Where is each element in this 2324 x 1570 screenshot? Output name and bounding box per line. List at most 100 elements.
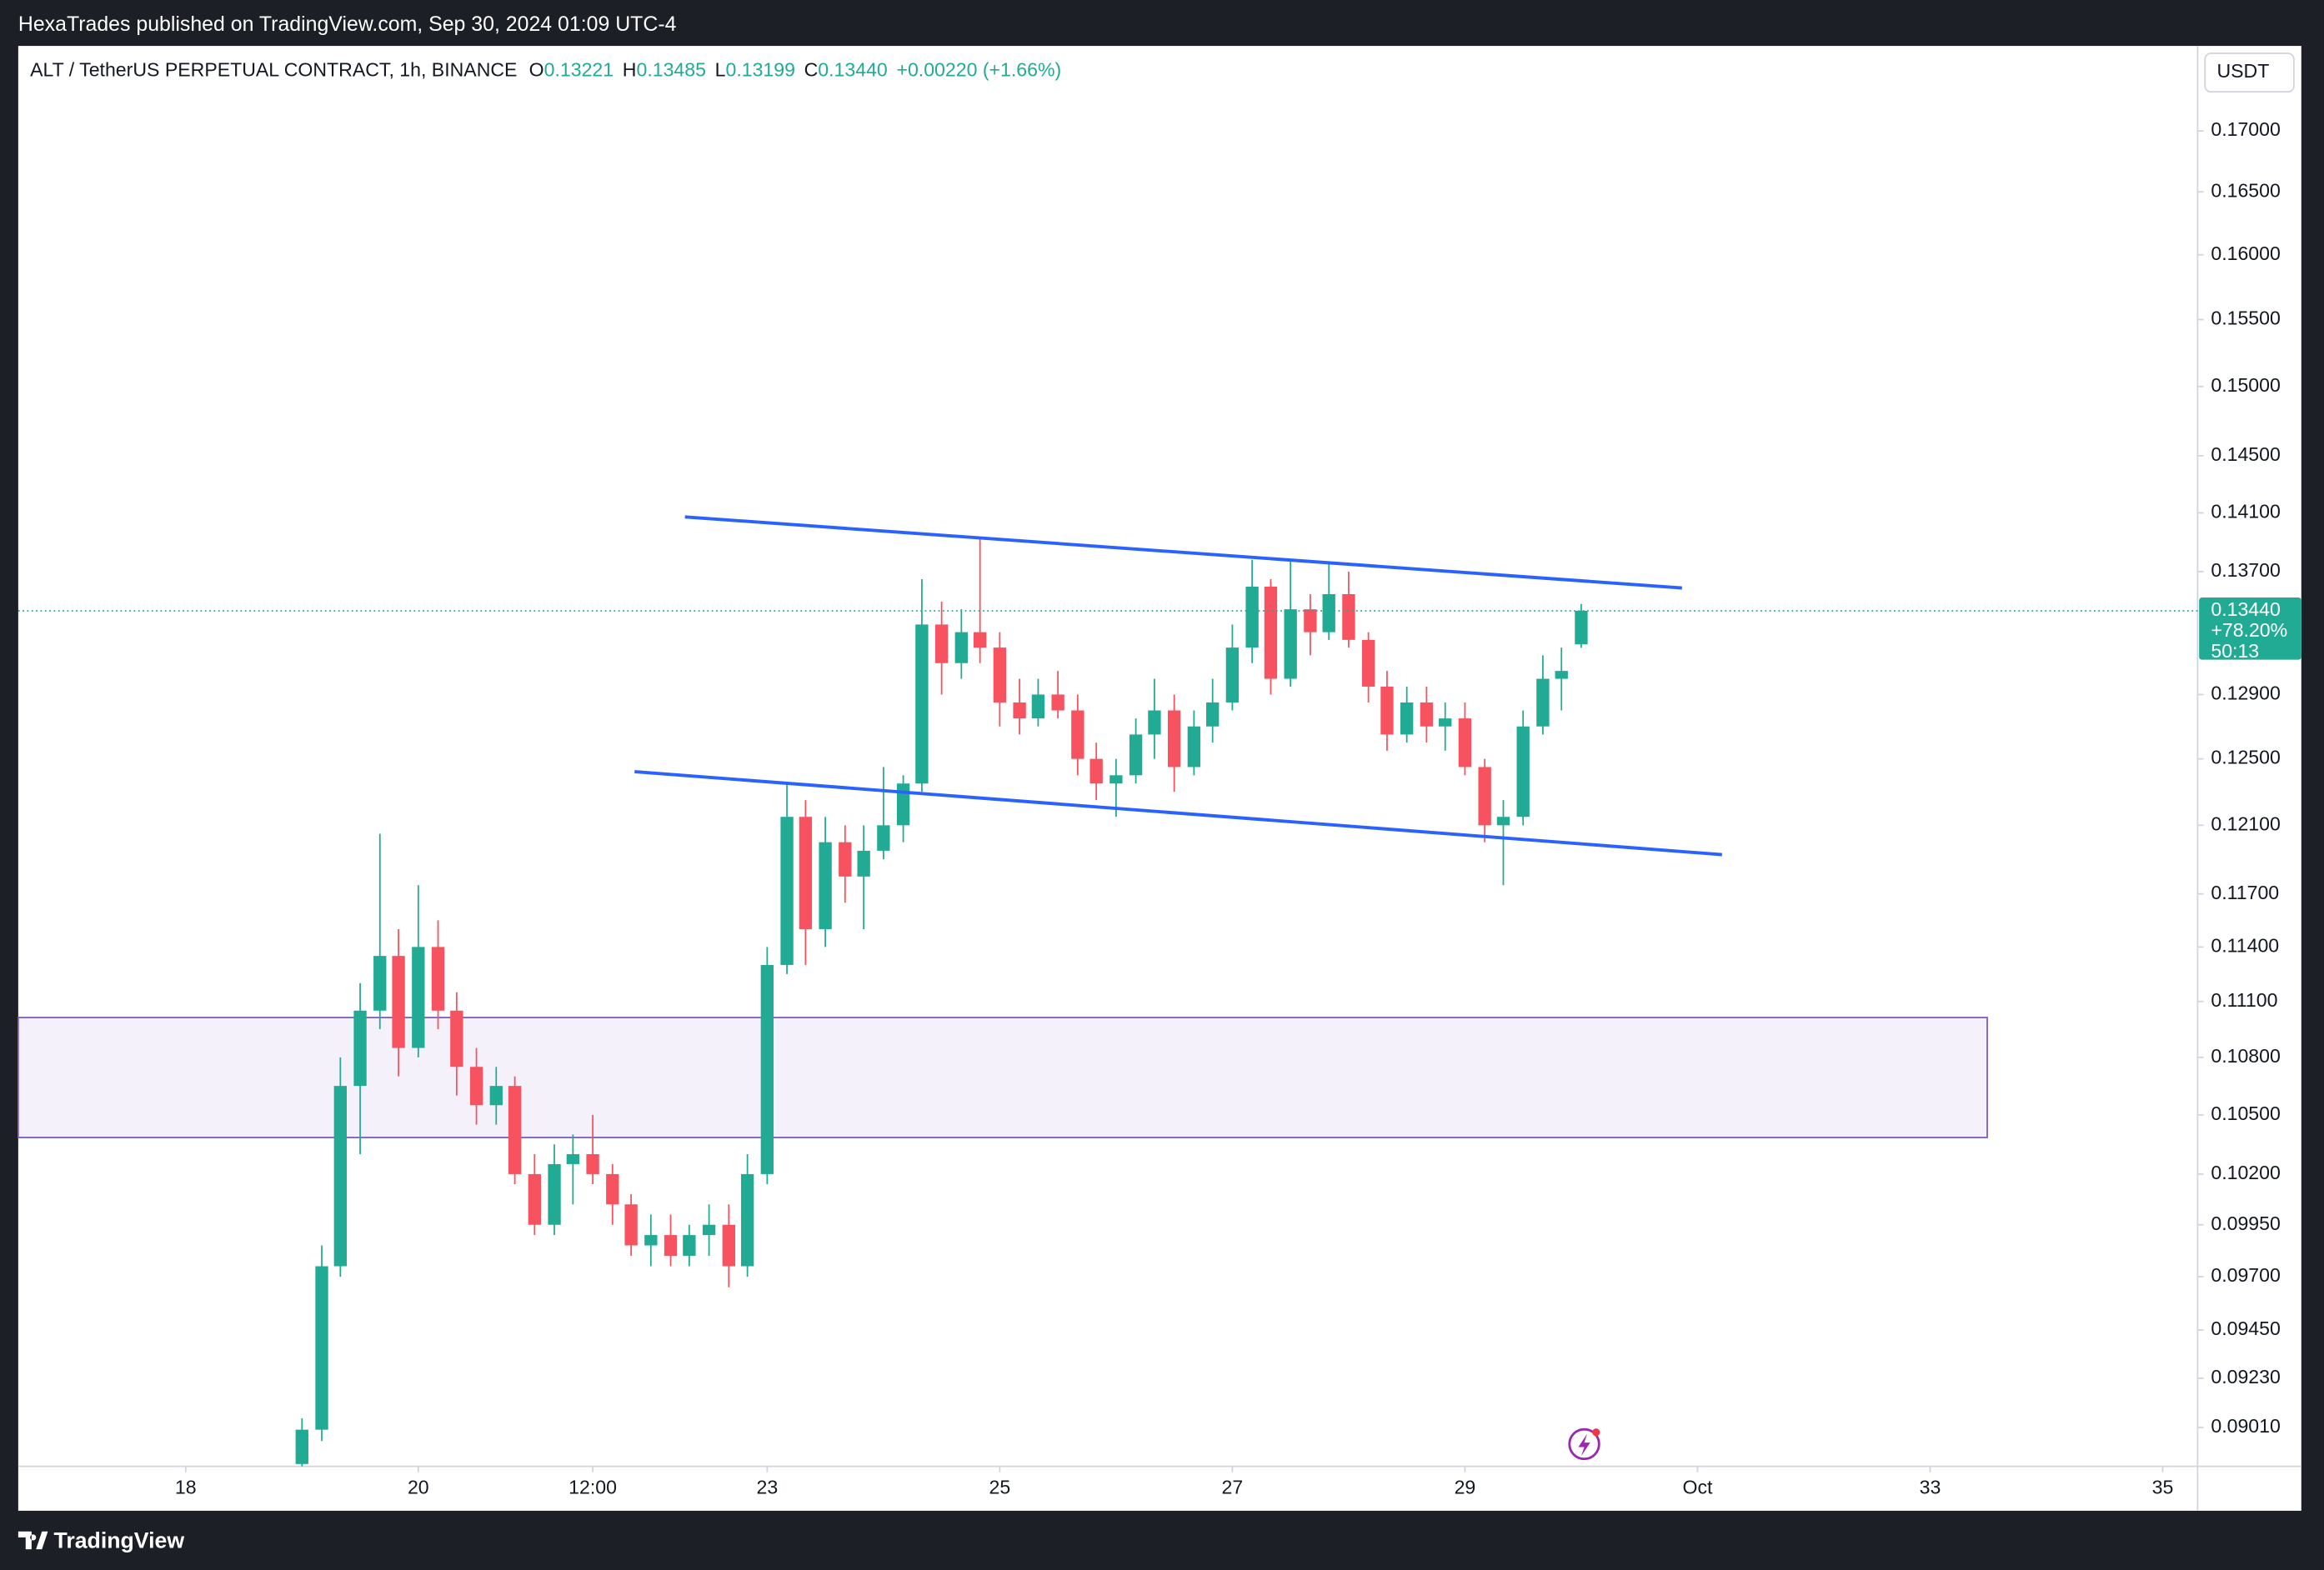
y-tick-label: 0.15500: [2211, 308, 2280, 329]
y-tick-label: 0.10200: [2211, 1162, 2280, 1183]
last-price-change: +78.20%: [2211, 619, 2287, 641]
candle-body: [624, 1204, 638, 1246]
y-tick-label: 0.11700: [2211, 882, 2279, 903]
candle-body: [1284, 609, 1297, 679]
candle-body: [1225, 648, 1240, 702]
publisher: HexaTrades published on TradingView.com,…: [18, 12, 677, 36]
y-tick-label: 0.12500: [2211, 747, 2280, 768]
currency[interactable]: USDT: [2216, 60, 2269, 82]
candles: [295, 538, 1588, 1467]
candle-body: [839, 842, 852, 877]
candle-body: [877, 825, 890, 851]
candle-body: [489, 1086, 503, 1106]
x-tick-label: 12:00: [568, 1476, 617, 1498]
candle-body: [1322, 593, 1335, 632]
x-tick-label: 23: [757, 1476, 779, 1498]
y-tick-label: 0.11400: [2211, 934, 2279, 956]
candle-body: [412, 947, 425, 1048]
candle-body: [1245, 586, 1259, 648]
ohlc-value: 0.13221: [544, 58, 614, 80]
candle-body: [353, 1010, 367, 1087]
candle-body: [1342, 593, 1355, 640]
candle-body: [469, 1067, 483, 1106]
candle-body: [1555, 671, 1568, 679]
candle-body: [1516, 726, 1530, 818]
symbol: ALT / TetherUS PERPETUAL CONTRACT, 1h, B…: [30, 58, 517, 80]
x-tick-label: 25: [989, 1476, 1011, 1498]
candle-body: [1478, 767, 1491, 826]
candle-body: [1380, 686, 1394, 735]
candle-body: [857, 850, 870, 877]
symbol-legend: ALT / TetherUS PERPETUAL CONTRACT, 1h, B…: [30, 58, 1061, 80]
candle-body: [1148, 710, 1161, 735]
candle-body: [1013, 702, 1026, 719]
ohlc-value: 0.13199: [725, 58, 794, 80]
logo-mark: [18, 1531, 48, 1550]
candle-body: [683, 1235, 696, 1256]
candle-body: [819, 842, 832, 929]
x-tick-label: 20: [408, 1476, 429, 1498]
event-bolt[interactable]: [1578, 1433, 1590, 1457]
candle-body: [644, 1235, 658, 1246]
bar-countdown: 50:13: [2211, 640, 2259, 662]
candle-body: [508, 1086, 522, 1174]
x-tick-label: 27: [1222, 1476, 1244, 1498]
candle-body: [915, 624, 929, 784]
candle-body: [1051, 694, 1064, 711]
y-tick-label: 0.16500: [2211, 179, 2280, 201]
lower-trendline: [634, 770, 1722, 857]
candle-body: [1361, 639, 1375, 687]
x-tick-label: 18: [175, 1476, 197, 1498]
candle-body: [1458, 718, 1472, 768]
currency-button[interactable]: [2204, 52, 2295, 93]
candle-body: [1089, 758, 1103, 784]
candle-body: [392, 956, 405, 1048]
ohlc-key: O: [529, 58, 544, 80]
ohlc-key: C: [804, 58, 819, 80]
candle-body: [1536, 678, 1550, 727]
x-tick-label: Oct: [1682, 1476, 1713, 1498]
y-tick-label: 0.09010: [2211, 1415, 2280, 1437]
event-dot[interactable]: [1592, 1428, 1600, 1437]
ohlc-value: 0.13440: [818, 58, 887, 80]
candle-body: [722, 1224, 735, 1267]
footer-logo: TradingView: [18, 1528, 184, 1552]
candle-body: [1206, 702, 1220, 727]
candle-body: [1304, 609, 1317, 632]
candle-body: [295, 1429, 308, 1464]
candle-body: [333, 1086, 348, 1267]
y-tick-label: 0.09450: [2211, 1318, 2280, 1339]
y-tick-label: 0.14100: [2211, 501, 2280, 522]
candle-body: [740, 1173, 754, 1267]
candle-body: [373, 956, 387, 1011]
candle-body: [1496, 817, 1510, 826]
y-tick-label: 0.12100: [2211, 812, 2280, 834]
candle-body: [1575, 610, 1588, 645]
ohlc-value: 0.13485: [636, 58, 705, 80]
upper-trendline: [684, 515, 1682, 590]
candle-body: [954, 632, 969, 663]
ohlc-key: H: [623, 58, 637, 80]
candle-body: [1187, 726, 1201, 768]
candle-body: [1400, 702, 1414, 735]
candle-body: [896, 783, 910, 826]
candle-body: [1167, 710, 1181, 768]
event-icon[interactable]: [1568, 1428, 1600, 1461]
candle-body: [586, 1154, 599, 1174]
y-tick-label: 0.12900: [2211, 682, 2280, 704]
candle-body: [780, 817, 794, 965]
y-tick-label: 0.10800: [2211, 1045, 2280, 1067]
ohlc-key: L: [715, 58, 726, 80]
x-tick-label: 35: [2152, 1476, 2174, 1498]
x-tick-label: 29: [1455, 1476, 1476, 1498]
y-tick-label: 0.09700: [2211, 1264, 2280, 1286]
candle-body: [1420, 702, 1434, 727]
candle-body: [528, 1173, 541, 1225]
candle-body: [760, 964, 774, 1174]
candle-body: [1129, 734, 1143, 776]
y-tick-label: 0.13700: [2211, 559, 2280, 581]
ohlc-change: +0.00220 (+1.66%): [896, 58, 1061, 80]
candle-body: [315, 1266, 328, 1430]
demand-zone: [17, 1017, 1988, 1138]
